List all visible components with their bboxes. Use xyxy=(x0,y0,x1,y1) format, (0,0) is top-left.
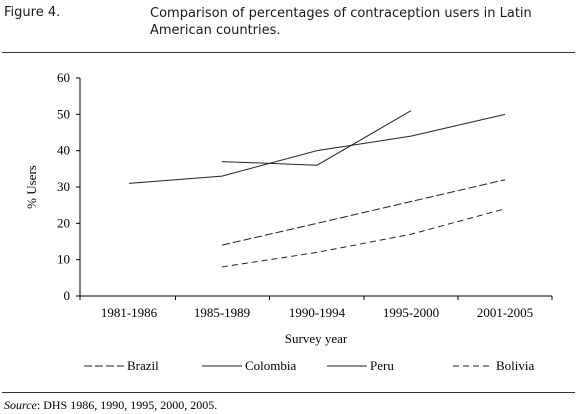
x-tick-label: 1985-1989 xyxy=(194,305,250,320)
bottom-rule xyxy=(2,392,575,393)
top-rule xyxy=(2,52,575,53)
source-note: Source: DHS 1986, 1990, 1995, 2000, 2005… xyxy=(4,398,217,413)
y-tick-label: 60 xyxy=(57,70,70,85)
source-prefix: Source xyxy=(4,398,37,412)
series-line-colombia xyxy=(128,113,506,184)
legend-label-peru: Peru xyxy=(370,358,394,373)
x-tick-label: 2001-2005 xyxy=(477,305,533,320)
y-tick-label: 0 xyxy=(64,288,71,303)
y-tick-label: 40 xyxy=(57,143,70,158)
series-lines xyxy=(128,110,506,268)
x-axis-title: Survey year xyxy=(285,331,348,346)
legend-label-bolivia: Bolivia xyxy=(496,358,535,373)
x-tick-label: 1981-1986 xyxy=(101,305,158,320)
series-line-bolivia xyxy=(221,208,506,268)
y-tick-label: 10 xyxy=(57,252,70,267)
figure-label: Figure 4. xyxy=(4,5,61,20)
axes: 0 10 20 30 40 50 60 1981-1986 1985-1989 1990-1994… xyxy=(24,70,553,346)
y-axis-title: % Users xyxy=(24,165,39,209)
series-line-peru xyxy=(221,110,412,166)
x-tick-label: 1995-2000 xyxy=(383,305,439,320)
legend-label-brazil: Brazil xyxy=(127,358,159,373)
figure-title: Comparison of percentages of contracepti… xyxy=(150,6,532,38)
y-tick-label: 30 xyxy=(57,179,70,194)
y-tick-label: 20 xyxy=(57,215,70,230)
x-tick-label: 1990-1994 xyxy=(289,305,346,320)
y-tick-label: 50 xyxy=(57,106,70,121)
series-line-brazil xyxy=(221,179,506,246)
legend: Brazil Colombia Peru Bolivia xyxy=(84,358,535,373)
source-text: : DHS 1986, 1990, 1995, 2000, 2005. xyxy=(36,398,218,412)
legend-label-colombia: Colombia xyxy=(245,358,297,373)
